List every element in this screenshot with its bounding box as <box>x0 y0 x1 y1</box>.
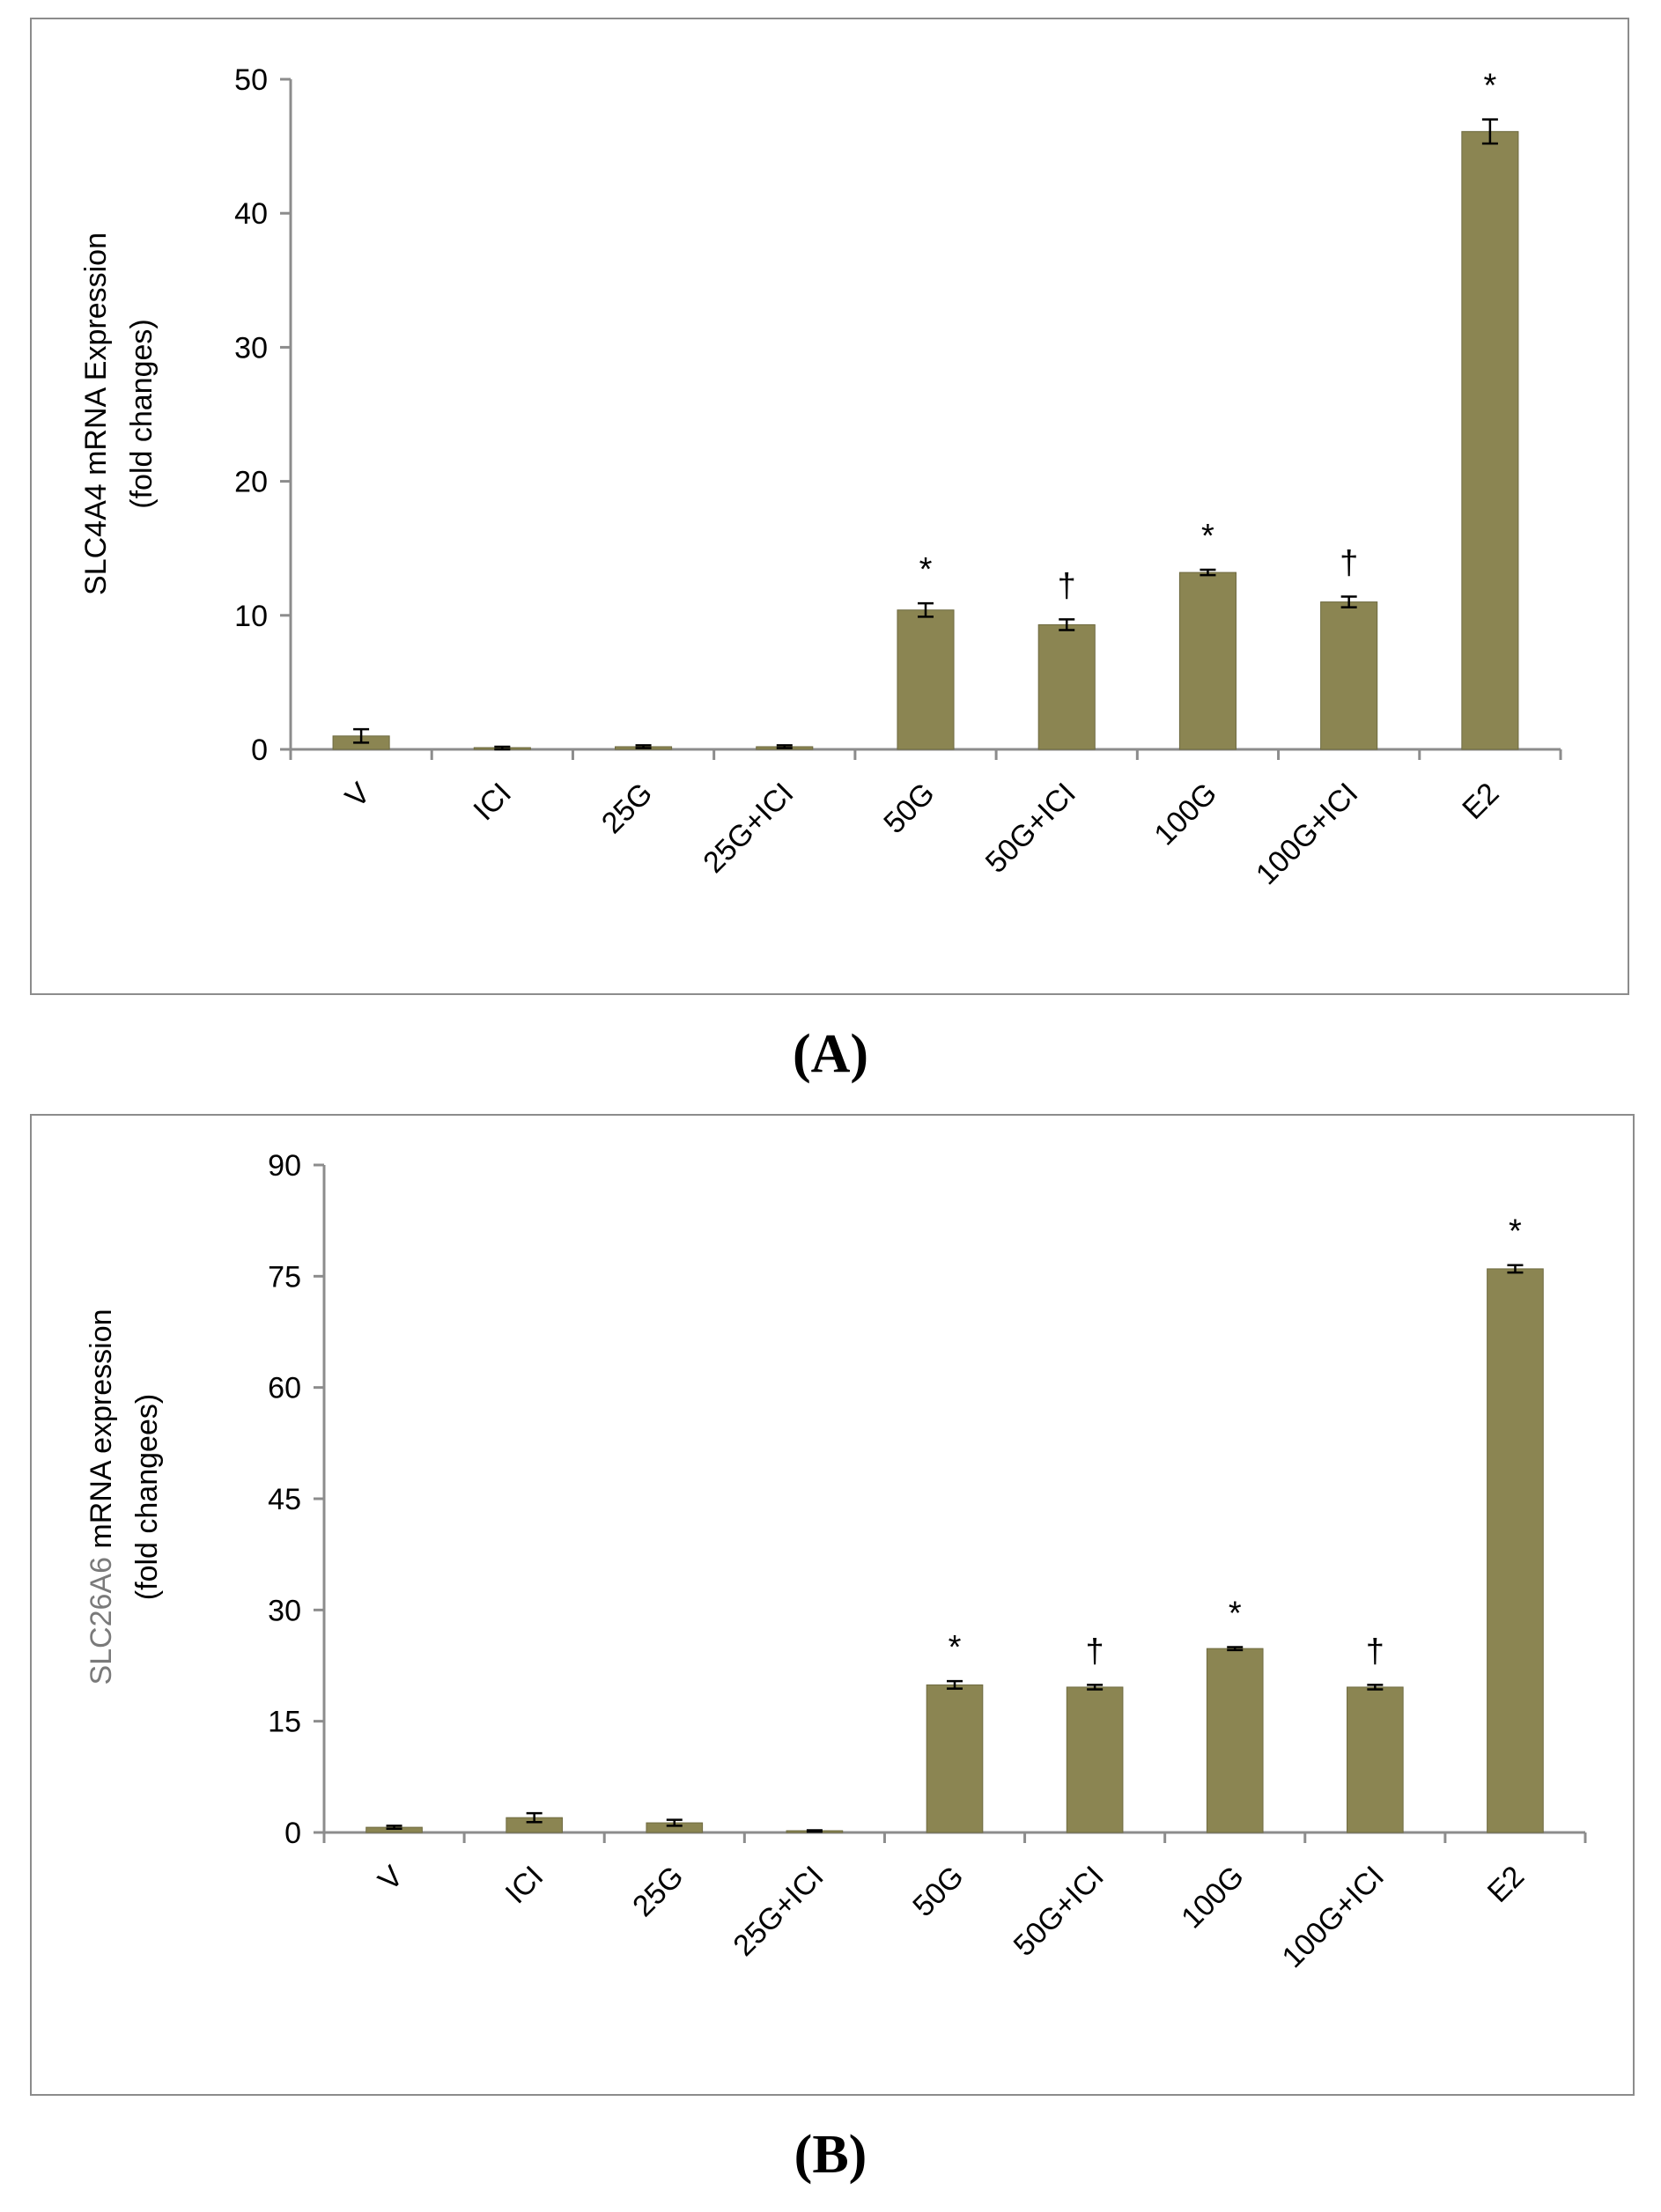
y-tick-label-a: 0 <box>251 734 268 767</box>
error-bar-a-4 <box>918 601 934 618</box>
significance-marker-a-7: † <box>1340 544 1358 581</box>
bar-a-5 <box>1037 623 1096 750</box>
x-tick-label-b-8: E2 <box>1481 1860 1531 1909</box>
chart-a: 0 10 20 30 40 50 V ICI 25G 25G+ICI * 50G † 50G+ICI * 10… <box>79 63 1562 891</box>
y-tick-label-b: 60 <box>268 1372 301 1405</box>
bar-a-8 <box>1461 130 1519 750</box>
significance-marker-a-4: * <box>919 551 933 588</box>
error-bar-a-1 <box>494 745 511 751</box>
bar-b-6 <box>1206 1648 1264 1833</box>
x-tick-label-b-7: 100G+ICI <box>1276 1860 1391 1974</box>
x-tick-label-b-4: 50G <box>906 1860 970 1923</box>
bar-b-4 <box>926 1684 984 1833</box>
error-bar-a-2 <box>635 744 652 749</box>
y-tick-label-b: 75 <box>268 1260 301 1294</box>
x-tick-label-a-4: 50G <box>877 777 941 840</box>
x-tick-label-a-0: V <box>339 777 377 815</box>
significance-marker-a-6: * <box>1201 518 1214 555</box>
chart-b: 0 15 30 45 60 75 90 V ICI 25G 25G+ICI * 50G † 50G+ICI *… <box>85 1149 1587 1974</box>
significance-marker-b-6: * <box>1229 1595 1242 1632</box>
error-bar-b-4 <box>947 1679 963 1690</box>
y-axis-subtitle-b: (fold changees) <box>130 1394 164 1600</box>
x-tick-label-b-0: V <box>372 1860 410 1898</box>
bar-b-7 <box>1347 1686 1404 1833</box>
significance-marker-a-8: * <box>1483 68 1496 105</box>
y-axis-subtitle-a: (fold changes) <box>125 319 159 508</box>
y-tick-label-b: 90 <box>268 1149 301 1183</box>
bar-b-5 <box>1066 1686 1124 1833</box>
x-tick-label-a-5: 50G+ICI <box>979 777 1082 880</box>
error-bar-a-5 <box>1059 618 1075 631</box>
y-tick-label-b: 15 <box>268 1706 301 1739</box>
significance-marker-b-5: † <box>1086 1633 1104 1670</box>
y-axis-title-b: SLC26A6 mRNA expression <box>85 1309 118 1685</box>
y-tick-label-b: 30 <box>268 1594 301 1627</box>
x-tick-label-a-2: 25G <box>595 777 659 840</box>
error-bar-b-7 <box>1367 1684 1384 1691</box>
x-tick-label-a-7: 100G+ICI <box>1250 777 1364 891</box>
x-tick-label-b-6: 100G <box>1175 1860 1251 1936</box>
error-bar-a-6 <box>1200 568 1216 577</box>
chart-panel-a <box>30 18 1629 995</box>
error-bar-b-0 <box>386 1825 402 1831</box>
y-tick-label-b: 45 <box>268 1483 301 1516</box>
x-tick-label-b-3: 25G+ICI <box>727 1860 830 1963</box>
significance-marker-b-4: * <box>949 1629 962 1666</box>
y-axis-title-a: SLC4A4 mRNA Expression <box>79 232 113 595</box>
panel-label-b: (B) <box>794 2125 867 2185</box>
chart-panel-b <box>30 1114 1635 2096</box>
error-bar-b-2 <box>666 1818 683 1827</box>
bar-a-4 <box>897 609 955 750</box>
error-bar-b-5 <box>1087 1684 1104 1691</box>
bar-a-7 <box>1320 601 1378 750</box>
y-tick-label-a: 40 <box>234 197 268 231</box>
y-tick-label-b: 0 <box>284 1817 301 1850</box>
error-bar-b-6 <box>1227 1646 1244 1652</box>
significance-marker-a-5: † <box>1058 567 1076 604</box>
x-tick-label-b-2: 25G <box>626 1860 690 1923</box>
significance-marker-b-7: † <box>1366 1633 1384 1670</box>
y-tick-label-a: 30 <box>234 331 268 365</box>
x-tick-label-a-6: 100G <box>1148 777 1223 852</box>
error-bar-a-0 <box>353 727 370 744</box>
error-bar-b-8 <box>1507 1264 1524 1274</box>
y-tick-label-a: 50 <box>234 63 268 97</box>
bar-a-6 <box>1178 571 1237 750</box>
significance-marker-b-8: * <box>1509 1213 1522 1250</box>
y-tick-label-a: 10 <box>234 600 268 633</box>
error-bar-a-7 <box>1340 595 1357 608</box>
x-tick-label-b-1: ICI <box>499 1860 550 1911</box>
y-tick-label-a: 20 <box>234 466 268 499</box>
error-bar-b-1 <box>526 1811 543 1824</box>
x-tick-label-a-1: ICI <box>467 777 518 828</box>
x-tick-label-a-3: 25G+ICI <box>697 777 800 880</box>
panel-label-a: (A) <box>792 1024 869 1084</box>
x-tick-label-a-8: E2 <box>1456 777 1505 826</box>
bar-b-8 <box>1487 1268 1544 1833</box>
error-bar-a-8 <box>1481 118 1498 145</box>
x-tick-label-b-5: 50G+ICI <box>1008 1860 1111 1963</box>
error-bar-a-3 <box>776 744 793 749</box>
error-bar-b-3 <box>806 1829 823 1833</box>
